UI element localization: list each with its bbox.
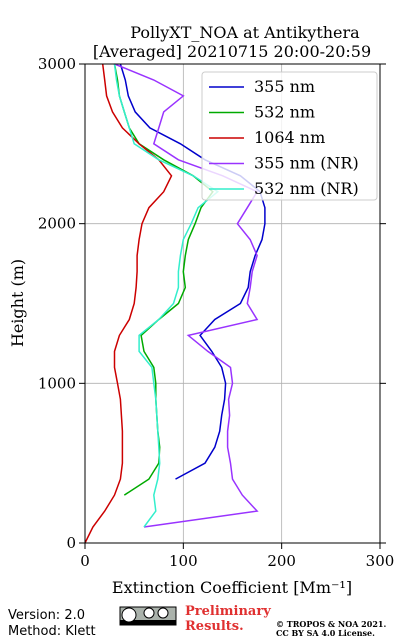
profile-line bbox=[114, 63, 259, 528]
y-tick-label: 0 bbox=[66, 534, 76, 552]
legend: 355 nm 532 nm 1064 nm 355 nm (NR) 532 nm (NR… bbox=[201, 71, 378, 201]
profile-line bbox=[113, 63, 220, 528]
copyright: © TROPOS & NOA 2021. bbox=[276, 619, 386, 629]
y-tick-label: 1000 bbox=[38, 374, 76, 392]
legend-box bbox=[201, 71, 378, 201]
status: Results. bbox=[185, 619, 244, 634]
x-axis-label: Extinction Coefficient [Mm⁻¹] bbox=[112, 578, 352, 597]
method: Method: Klett bbox=[8, 624, 96, 639]
x-tick-label: 300 bbox=[366, 552, 395, 570]
version: Version: 2.0 bbox=[8, 608, 85, 623]
plot-frame bbox=[84, 63, 381, 544]
legend-label: 532 nm (NR) bbox=[254, 179, 359, 198]
y-tick-label: 3000 bbox=[38, 55, 76, 73]
x-tick-label: 200 bbox=[267, 552, 296, 570]
legend-label: 355 nm bbox=[254, 77, 315, 96]
y-axis-label: Height (m) bbox=[8, 259, 27, 347]
profile-line bbox=[119, 63, 266, 480]
cc-badge bbox=[119, 606, 177, 626]
copyright: CC BY SA 4.0 License. bbox=[276, 628, 375, 638]
chart-subtitle: [Averaged] 20210715 20:00-20:59 bbox=[93, 42, 371, 61]
legend-label: 1064 nm bbox=[254, 128, 325, 147]
x-tick-label: 0 bbox=[80, 552, 90, 570]
legend-label: 532 nm bbox=[254, 103, 315, 122]
profile-line bbox=[84, 63, 173, 544]
status: Preliminary bbox=[185, 604, 271, 619]
chart-title: PollyXT_NOA at Antikythera bbox=[130, 23, 360, 42]
x-tick-label: 100 bbox=[169, 552, 198, 570]
y-tick-label: 2000 bbox=[38, 215, 76, 233]
legend-label: 355 nm (NR) bbox=[254, 154, 359, 173]
